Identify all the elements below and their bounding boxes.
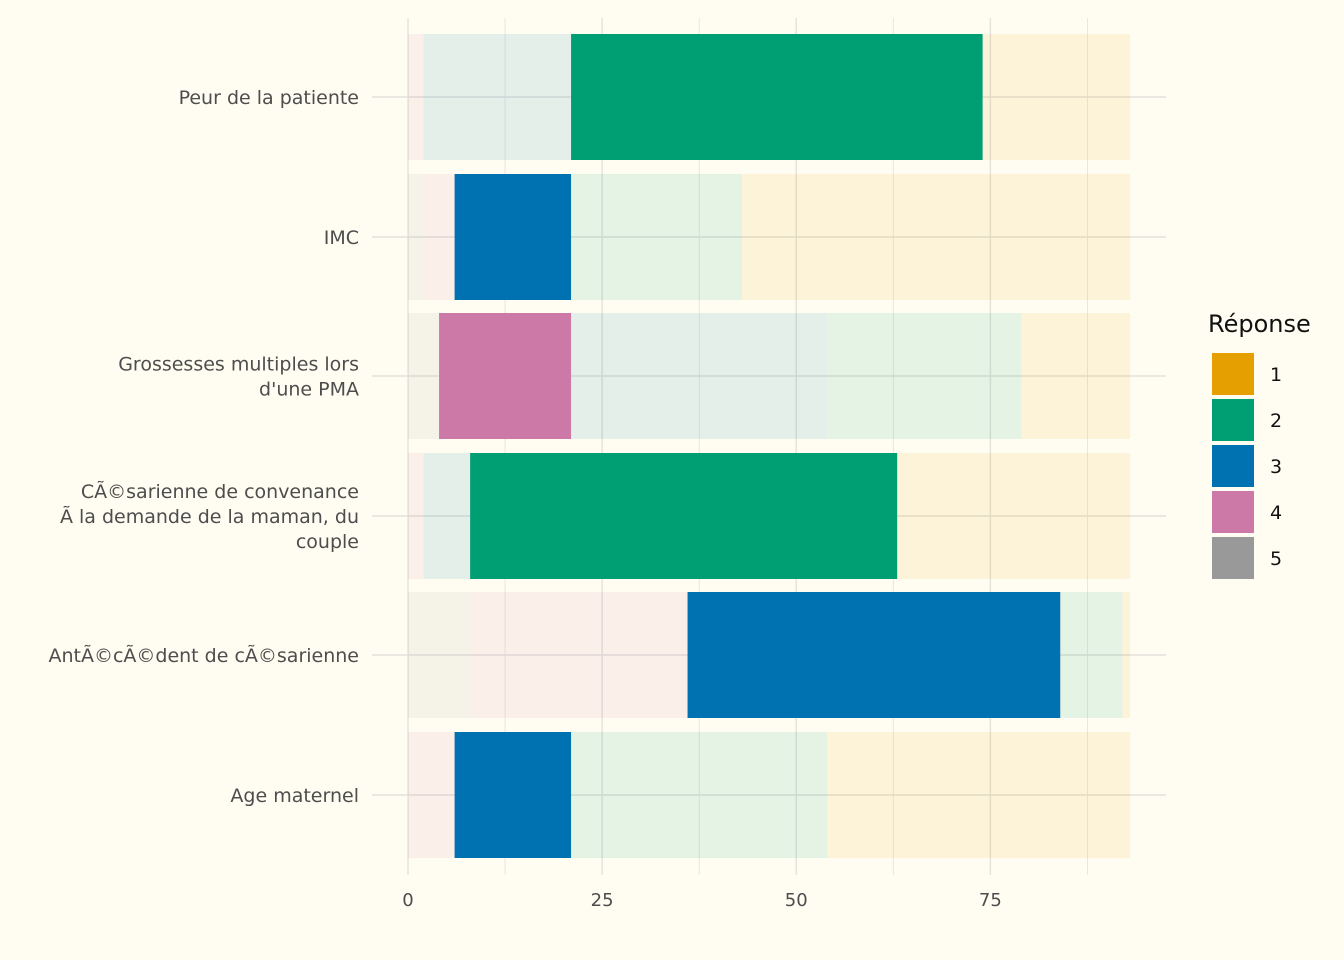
legend-label: 5 [1270, 548, 1282, 570]
bar-segment-2 [470, 453, 898, 579]
bar-segment-3 [423, 453, 471, 579]
category-labels: Peur de la patiente IMC Grossesses multipl… [48, 87, 359, 807]
category-label: CÃ©sarienne de convenance [81, 480, 359, 503]
bar-segment-4 [408, 34, 424, 160]
legend-label: 3 [1270, 456, 1282, 478]
category-label: Grossesses multiples lors [118, 354, 359, 376]
bar-segment-3 [454, 174, 572, 300]
x-axis-tick-labels: 0 25 50 75 [402, 890, 1002, 911]
legend-key-4 [1212, 491, 1254, 533]
bar-segment-5 [408, 313, 440, 439]
bar-segment-2 [827, 313, 1022, 439]
bar-segment-2 [571, 34, 983, 160]
bar-segment-1 [897, 453, 1131, 579]
bar-segment-4 [423, 174, 455, 300]
category-label: d'une PMA [259, 379, 359, 401]
bar-segment-4 [439, 313, 572, 439]
category-label: AntÃ©cÃ©dent de cÃ©sarienne [48, 644, 359, 667]
legend-key-2 [1212, 399, 1254, 441]
legend-key-1 [1212, 353, 1254, 395]
legend: Réponse 1 2 3 4 5 [1208, 310, 1311, 579]
legend-key-5 [1212, 537, 1254, 579]
category-label: Peur de la patiente [179, 87, 359, 109]
category-label: Age maternel [230, 785, 359, 807]
bar-segment-3 [571, 313, 828, 439]
category-label: Ã la demande de la maman, du [60, 505, 359, 528]
legend-title: Réponse [1208, 310, 1311, 338]
legend-label: 4 [1270, 502, 1282, 524]
bar-segment-3 [687, 592, 1061, 718]
legend-label: 2 [1270, 410, 1282, 432]
x-tick-label: 75 [979, 890, 1002, 911]
bar-segment-1 [982, 34, 1131, 160]
legend-label: 1 [1270, 364, 1282, 386]
bars [408, 34, 1131, 858]
bar-segment-3 [423, 34, 572, 160]
bar-segment-2 [571, 174, 742, 300]
x-tick-label: 25 [591, 890, 614, 911]
bar-segment-3 [454, 732, 572, 858]
category-label: couple [296, 531, 359, 553]
bar-segment-1 [1021, 313, 1131, 439]
bar-segment-1 [1122, 592, 1131, 718]
bar-segment-4 [408, 453, 424, 579]
bar-segment-4 [470, 592, 688, 718]
x-tick-label: 50 [785, 890, 808, 911]
bar-segment-5 [408, 174, 424, 300]
x-tick-label: 0 [402, 890, 413, 911]
bar-segment-5 [408, 592, 471, 718]
bar-segment-2 [1060, 592, 1123, 718]
bar-segment-4 [408, 732, 455, 858]
bar-segment-1 [741, 174, 1131, 300]
category-label: IMC [324, 227, 359, 249]
bar-segment-1 [827, 732, 1131, 858]
bar-segment-2 [571, 732, 828, 858]
legend-key-3 [1212, 445, 1254, 487]
